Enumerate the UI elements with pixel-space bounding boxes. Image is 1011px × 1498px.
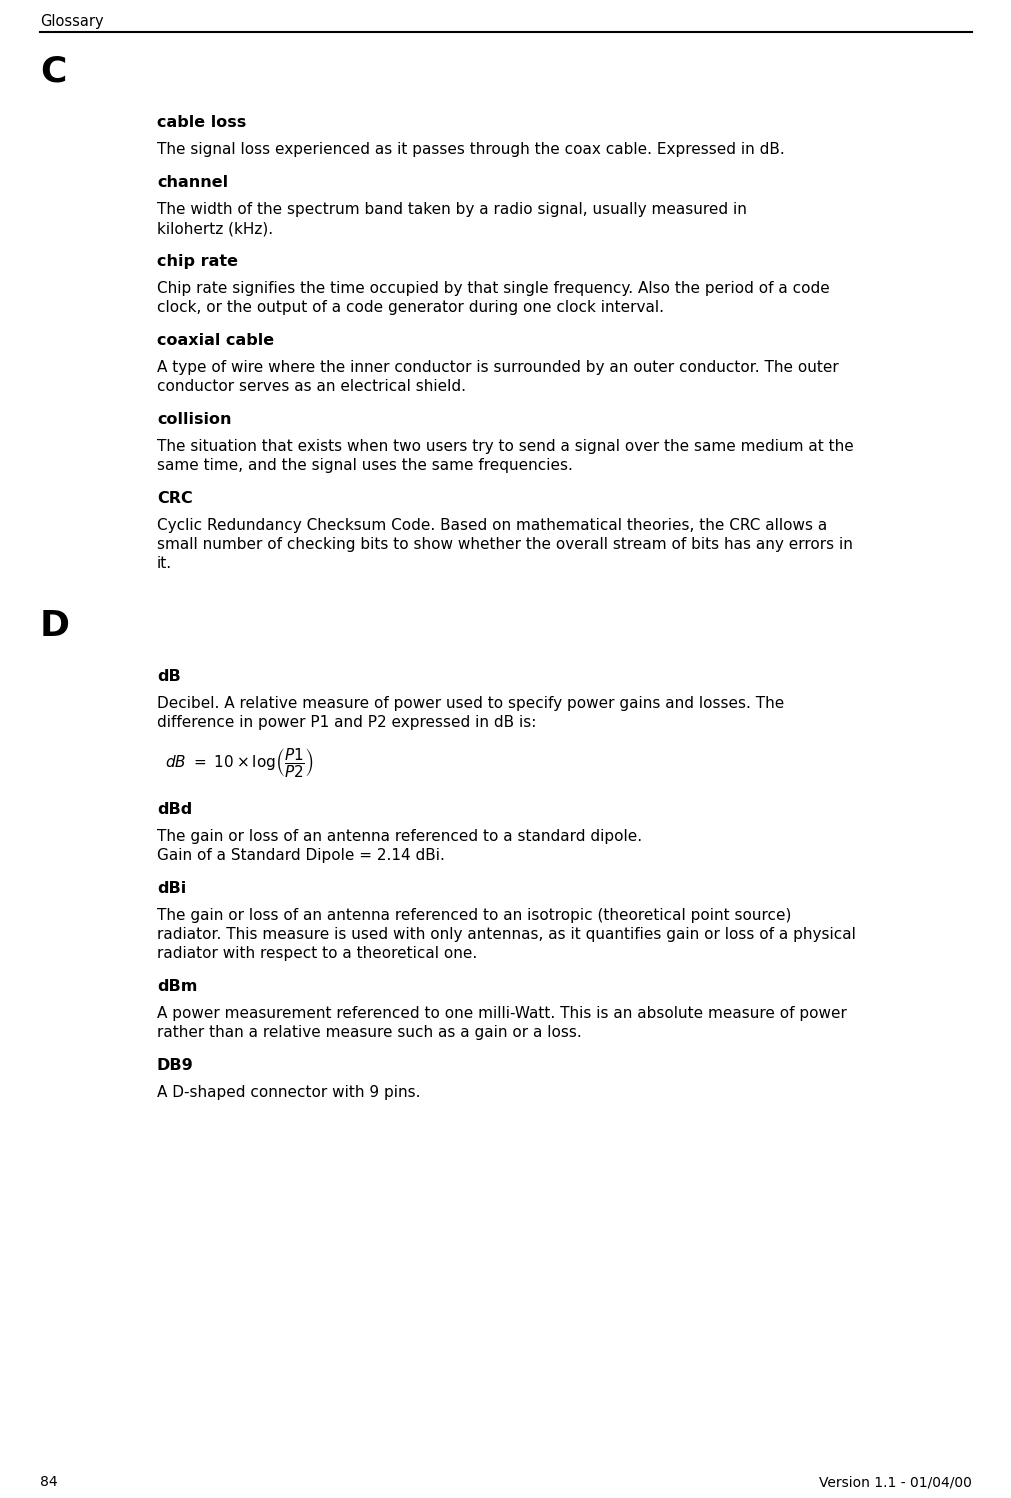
- Text: Gain of a Standard Dipole = 2.14 dBi.: Gain of a Standard Dipole = 2.14 dBi.: [157, 848, 445, 863]
- Text: A D-shaped connector with 9 pins.: A D-shaped connector with 9 pins.: [157, 1085, 421, 1100]
- Text: D: D: [40, 610, 70, 643]
- Text: A power measurement referenced to one milli-Watt. This is an absolute measure of: A power measurement referenced to one mi…: [157, 1007, 846, 1022]
- Text: 84: 84: [40, 1476, 58, 1489]
- Text: radiator. This measure is used with only antennas, as it quantifies gain or loss: radiator. This measure is used with only…: [157, 927, 855, 942]
- Text: CRC: CRC: [157, 491, 192, 506]
- Text: difference in power P1 and P2 expressed in dB is:: difference in power P1 and P2 expressed …: [157, 715, 536, 730]
- Text: it.: it.: [157, 556, 172, 571]
- Text: kilohertz (kHz).: kilohertz (kHz).: [157, 222, 273, 237]
- Text: The gain or loss of an antenna referenced to a standard dipole.: The gain or loss of an antenna reference…: [157, 828, 642, 843]
- Text: Decibel. A relative measure of power used to specify power gains and losses. The: Decibel. A relative measure of power use…: [157, 697, 784, 712]
- Text: chip rate: chip rate: [157, 255, 238, 270]
- Text: C: C: [40, 55, 67, 88]
- Text: dBm: dBm: [157, 980, 197, 995]
- Text: Cyclic Redundancy Checksum Code. Based on mathematical theories, the CRC allows : Cyclic Redundancy Checksum Code. Based o…: [157, 518, 826, 533]
- Text: The width of the spectrum band taken by a radio signal, usually measured in: The width of the spectrum band taken by …: [157, 202, 746, 217]
- Text: rather than a relative measure such as a gain or a loss.: rather than a relative measure such as a…: [157, 1025, 581, 1040]
- Text: dB: dB: [157, 670, 181, 685]
- Text: cable loss: cable loss: [157, 115, 246, 130]
- Text: dBi: dBi: [157, 881, 186, 896]
- Text: The situation that exists when two users try to send a signal over the same medi: The situation that exists when two users…: [157, 439, 853, 454]
- Text: same time, and the signal uses the same frequencies.: same time, and the signal uses the same …: [157, 458, 572, 473]
- Text: DB9: DB9: [157, 1058, 193, 1073]
- Text: A type of wire where the inner conductor is surrounded by an outer conductor. Th: A type of wire where the inner conductor…: [157, 360, 838, 374]
- Text: The gain or loss of an antenna referenced to an isotropic (theoretical point sou: The gain or loss of an antenna reference…: [157, 908, 791, 923]
- Text: dBd: dBd: [157, 801, 192, 816]
- Text: collision: collision: [157, 412, 232, 427]
- Text: Glossary: Glossary: [40, 13, 103, 28]
- Text: Version 1.1 - 01/04/00: Version 1.1 - 01/04/00: [818, 1476, 971, 1489]
- Text: $\mathit{dB}\ =\ 10 \times \log\!\left(\dfrac{P1}{P2}\right)$: $\mathit{dB}\ =\ 10 \times \log\!\left(\…: [165, 746, 313, 779]
- Text: channel: channel: [157, 175, 227, 190]
- Text: conductor serves as an electrical shield.: conductor serves as an electrical shield…: [157, 379, 465, 394]
- Text: Chip rate signifies the time occupied by that single frequency. Also the period : Chip rate signifies the time occupied by…: [157, 282, 829, 297]
- Text: coaxial cable: coaxial cable: [157, 333, 274, 348]
- Text: radiator with respect to a theoretical one.: radiator with respect to a theoretical o…: [157, 947, 477, 962]
- Text: clock, or the output of a code generator during one clock interval.: clock, or the output of a code generator…: [157, 300, 663, 315]
- Text: The signal loss experienced as it passes through the coax cable. Expressed in dB: The signal loss experienced as it passes…: [157, 142, 784, 157]
- Text: small number of checking bits to show whether the overall stream of bits has any: small number of checking bits to show wh…: [157, 536, 852, 551]
